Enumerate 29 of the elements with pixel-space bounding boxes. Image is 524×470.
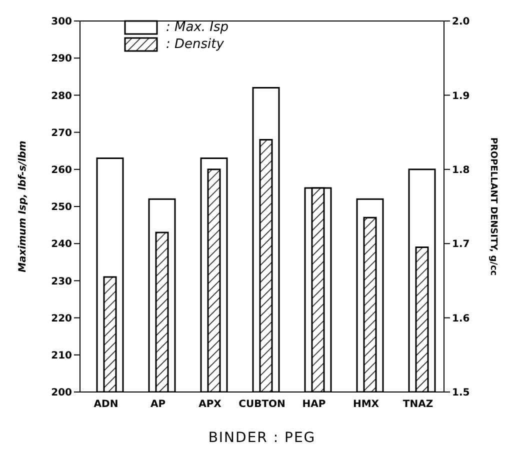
y-tick-label: 260 bbox=[51, 164, 72, 176]
y-tick-label: 210 bbox=[51, 350, 72, 362]
y-tick-label: 290 bbox=[51, 54, 72, 65]
y2-tick-label: 1.5 bbox=[452, 388, 470, 399]
y2-tick-label: 1.7 bbox=[452, 239, 470, 250]
y-tick-label: 200 bbox=[51, 388, 72, 399]
x-tick-label: ADN bbox=[94, 399, 118, 410]
legend-label: : Density bbox=[166, 37, 224, 52]
x-tick-label: APX bbox=[198, 399, 222, 410]
y-tick-label: 230 bbox=[51, 276, 72, 288]
y2-axis-title: PROPELLANT DENSITY, g/cc bbox=[488, 137, 498, 276]
y2-tick-label: 2.0 bbox=[452, 16, 470, 28]
y-tick-label: 250 bbox=[51, 202, 72, 214]
y2-tick-label: 1.8 bbox=[452, 164, 470, 176]
x-axis-title: BINDER : PEG bbox=[208, 430, 316, 446]
y-tick-label: 300 bbox=[51, 16, 72, 28]
y2-tick-label: 1.6 bbox=[452, 313, 470, 324]
y-tick-label: 280 bbox=[51, 90, 72, 102]
y-tick-label: 270 bbox=[51, 128, 72, 139]
x-tick-label: CUBTON bbox=[238, 399, 286, 410]
x-tick-label: HMX bbox=[352, 399, 380, 410]
x-tick-label: TNAZ bbox=[402, 399, 434, 410]
y2-tick-label: 1.9 bbox=[452, 90, 470, 102]
x-tick-label: AP bbox=[150, 399, 166, 410]
y-tick-label: 220 bbox=[51, 313, 72, 324]
y-tick-label: 240 bbox=[51, 239, 72, 250]
x-tick-label: HAP bbox=[302, 399, 326, 410]
y-axis-title: Maximum Isp, lbf-s/lbm bbox=[18, 140, 29, 272]
legend-label: : Max. Isp bbox=[166, 20, 229, 35]
